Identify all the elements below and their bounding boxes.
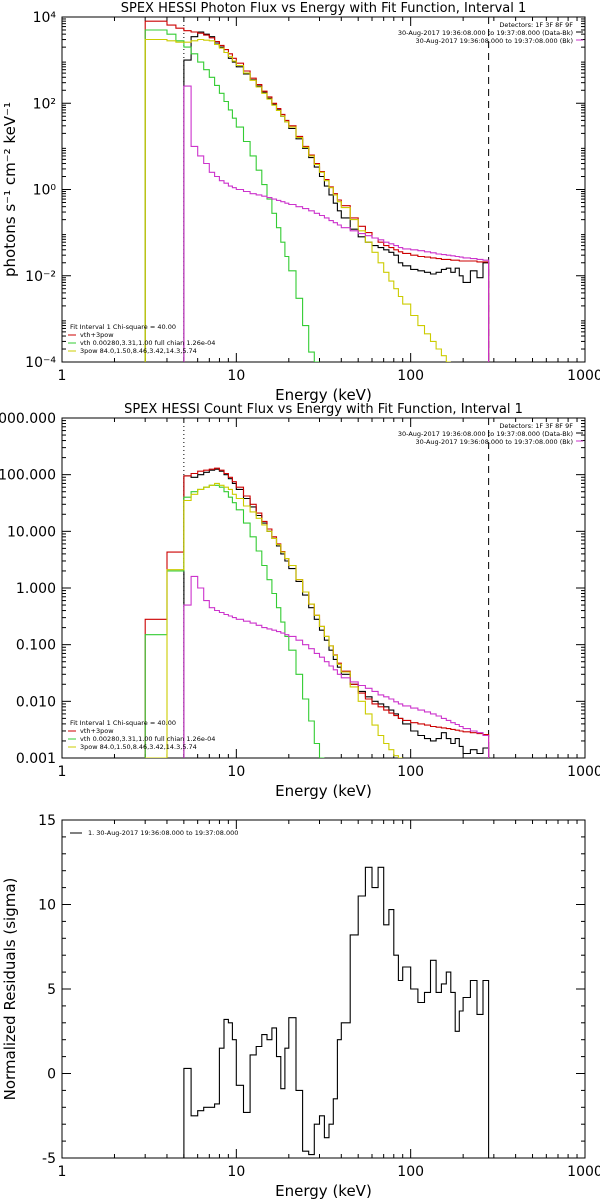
- legend-bottom-left-text: Fit Interval 1 Chi-square = 40.00: [70, 719, 176, 727]
- series-line-bk: [183, 85, 490, 362]
- series-line-data-bk: [183, 468, 490, 758]
- y-tick-label: 10²: [33, 96, 56, 112]
- x-tick-label: 1000: [567, 1164, 600, 1180]
- legend-bottom-left-text: vth 0.00280,3.31,1.00 full chian 1.26e-0…: [80, 735, 215, 743]
- y-tick-label: 15: [38, 813, 56, 829]
- x-tick-label: 1000: [567, 764, 600, 780]
- legend-top-right-text: 30-Aug-2017 19:36:08.000 to 19:37:08.000…: [398, 29, 573, 37]
- series-line-3pow: [145, 482, 403, 758]
- y-tick-label: 1000.000: [0, 411, 56, 427]
- y-tick-label: 10: [38, 898, 56, 914]
- series-line-vth: [144, 29, 320, 362]
- series-line-bk: [183, 575, 490, 758]
- legend-bottom-left-text: 3pow 84.0,1.50,8.46,3.42,14.3,5.74: [80, 743, 197, 751]
- series-line-vth-3pow: [144, 467, 490, 758]
- y-tick-label: 10⁻⁴: [25, 355, 56, 371]
- x-tick-label: 1: [58, 764, 67, 780]
- legend-bottom-left-text: Fit Interval 1 Chi-square = 40.00: [70, 323, 176, 331]
- y-tick-label: 10⁴: [33, 10, 57, 26]
- x-tick-label: 1000: [567, 368, 600, 384]
- x-tick-label: 1: [58, 368, 67, 384]
- legend-top-right-text: 30-Aug-2017 19:36:08.000 to 19:37:08.000…: [416, 37, 573, 45]
- x-tick-label: 100: [397, 368, 424, 384]
- series-line-vth-3pow: [144, 20, 490, 362]
- legend-bottom-left-text: vth 0.00280,3.31,1.00 full chian 1.26e-0…: [80, 339, 215, 347]
- x-tick-label: 10: [227, 368, 245, 384]
- chart-title: SPEX HESSI Count Flux vs Energy with Fit…: [124, 402, 523, 417]
- legend-top-right-text: Detectors: 1F 3F 8F 9F: [499, 422, 573, 430]
- x-axis-label: Energy (keV): [275, 782, 372, 800]
- x-tick-label: 1: [58, 1164, 67, 1180]
- y-tick-label: 0.001: [16, 751, 56, 767]
- legend-bottom-left-text: 3pow 84.0,1.50,8.46,3.42,14.3,5.74: [80, 347, 197, 355]
- legend-bottom-left-text: vth+3pow: [80, 727, 114, 735]
- x-axis-label: Energy (keV): [275, 1182, 372, 1200]
- legend-top-right-text: 30-Aug-2017 19:36:08.000 to 19:37:08.000…: [416, 438, 573, 446]
- y-tick-label: 10⁰: [33, 183, 57, 199]
- x-axis-label: Energy (keV): [275, 386, 372, 404]
- y-axis-label: photons s⁻¹ cm⁻² keV⁻¹: [1, 102, 19, 277]
- chart-title: SPEX HESSI Photon Flux vs Energy with Fi…: [121, 1, 527, 16]
- y-tick-label: 1.000: [16, 581, 56, 597]
- plot-frame-1: [61, 16, 586, 363]
- y-axis-label: Normalized Residuals (sigma): [1, 878, 19, 1101]
- y-tick-label: 10⁻²: [25, 269, 56, 285]
- series-line-vth: [144, 484, 325, 758]
- y-tick-label: 5: [47, 982, 56, 998]
- series-line-1-30-aug-2017-19-36-08-000-to-19-37-08-000: [183, 866, 490, 1158]
- y-tick-label: 0.010: [16, 694, 56, 710]
- y-tick-label: -5: [42, 1151, 56, 1167]
- y-tick-label: 10.000: [7, 524, 56, 540]
- x-tick-label: 100: [397, 1164, 424, 1180]
- legend-top-left-text: 1. 30-Aug-2017 19:36:08.000 to 19:37:08.…: [88, 829, 238, 837]
- y-tick-label: 100.000: [0, 468, 56, 484]
- legend-top-right-text: 30-Aug-2017 19:36:08.000 to 19:37:08.000…: [398, 430, 573, 438]
- series-line-3pow: [144, 38, 451, 362]
- x-tick-label: 10: [227, 764, 245, 780]
- x-tick-label: 10: [227, 1164, 245, 1180]
- legend-top-right-text: Detectors: 1F 3F 8F 9F: [499, 21, 573, 29]
- x-tick-label: 100: [397, 764, 424, 780]
- y-tick-label: 0.100: [16, 638, 56, 654]
- plot-frame-2: [61, 417, 586, 759]
- y-tick-label: 0: [47, 1067, 56, 1083]
- legend-bottom-left-text: vth+3pow: [80, 331, 114, 339]
- plot-frame-3: [61, 819, 586, 1159]
- series-line-data-bk: [183, 31, 490, 362]
